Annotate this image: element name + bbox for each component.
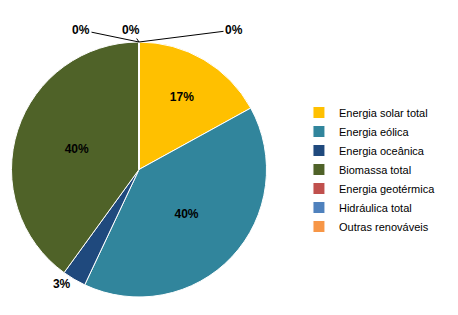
svg-text:Energia eólica: Energia eólica [339,126,410,138]
svg-text:40%: 40% [174,207,198,221]
svg-text:3%: 3% [53,277,71,291]
svg-text:0%: 0% [225,23,243,37]
svg-text:Hidráulica total: Hidráulica total [339,202,412,214]
svg-text:40%: 40% [65,142,89,156]
svg-text:Energia oceânica: Energia oceânica [339,145,425,157]
svg-text:17%: 17% [170,90,194,104]
svg-text:Energia solar total: Energia solar total [339,107,428,119]
svg-text:Outras renováveis: Outras renováveis [339,221,429,233]
svg-text:Biomassa total: Biomassa total [339,164,411,176]
svg-text:0%: 0% [72,23,90,37]
svg-text:Energia geotérmica: Energia geotérmica [339,183,435,195]
svg-text:0%: 0% [122,23,140,37]
